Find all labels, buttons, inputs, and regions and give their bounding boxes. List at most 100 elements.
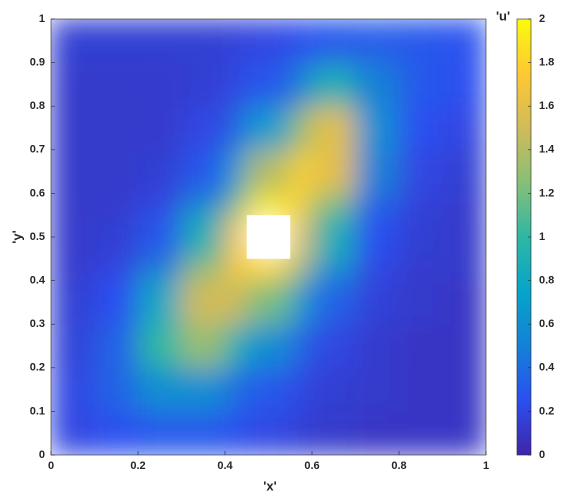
heat-cell — [355, 258, 400, 282]
heat-cell — [224, 410, 248, 455]
heat-cell — [355, 214, 400, 260]
heat-cell — [94, 410, 139, 455]
heat-cell — [224, 280, 248, 325]
y-tick-label: 1 — [39, 13, 45, 25]
heat-cell — [289, 105, 313, 151]
heat-cell — [137, 410, 182, 455]
heat-cell — [311, 280, 356, 325]
y-tick-label: 0.3 — [30, 318, 45, 330]
heat-cell — [137, 149, 182, 194]
y-tick-label: 0.9 — [30, 57, 45, 69]
colorbar-tick-label: 1.6 — [539, 100, 554, 112]
y-tick-label: 0.5 — [30, 231, 45, 243]
heat-cell — [311, 258, 356, 282]
heat-cell — [355, 410, 400, 455]
colorbar-tick-label: 0 — [539, 449, 545, 461]
heat-cell — [94, 280, 139, 325]
heat-cell — [224, 19, 248, 64]
heat-cell — [289, 367, 313, 412]
heat-cell — [311, 192, 356, 216]
no-data-cell — [246, 215, 291, 259]
x-tick-label: 0.4 — [217, 460, 233, 472]
heat-cell — [355, 367, 400, 412]
heat-cell — [51, 214, 95, 260]
heat-cell — [246, 410, 291, 455]
heat-cell — [181, 214, 226, 260]
heat-cell — [181, 149, 226, 194]
heat-cell — [51, 280, 95, 325]
heat-cell — [51, 105, 95, 151]
heat-cell — [355, 280, 400, 325]
x-tick-label: 1 — [483, 460, 489, 472]
heat-cell — [224, 258, 248, 282]
heat-cell — [51, 192, 95, 216]
heat-cell — [246, 367, 291, 412]
y-tick-label: 0.6 — [30, 187, 45, 199]
heat-cell — [289, 192, 313, 216]
heat-cell — [51, 19, 95, 64]
heat-cell — [246, 62, 291, 107]
heat-cell — [311, 410, 356, 455]
heat-cell — [94, 105, 139, 151]
heatmap — [51, 19, 486, 455]
heat-cell — [94, 367, 139, 412]
heat-cell — [246, 323, 291, 369]
heat-cell — [289, 323, 313, 369]
heat-cell — [51, 410, 95, 455]
y-axis-label: 'y' — [9, 230, 24, 243]
heat-cell — [181, 410, 226, 455]
heat-cell — [224, 149, 248, 194]
heat-cell — [442, 410, 486, 455]
heat-cell — [398, 149, 443, 194]
x-tick-label: 0 — [48, 460, 54, 472]
heat-cell — [246, 19, 291, 64]
heat-cell — [289, 149, 313, 194]
heat-cell — [51, 149, 95, 194]
heat-cell — [137, 214, 182, 260]
heat-cell — [181, 192, 226, 216]
heat-cell — [442, 258, 486, 282]
heat-cell — [246, 192, 291, 216]
plot-area — [51, 19, 486, 455]
heat-cell — [224, 62, 248, 107]
heat-cell — [398, 258, 443, 282]
x-axis-label: 'x' — [263, 478, 276, 493]
heat-cell — [289, 258, 313, 282]
heat-cell — [355, 105, 400, 151]
colorbar-label: 'u' — [496, 8, 510, 23]
heat-cell — [398, 280, 443, 325]
colorbar-tick-label: 1.8 — [539, 57, 554, 69]
heat-cell — [137, 192, 182, 216]
colorbar-tick-label: 0.4 — [539, 362, 555, 374]
y-tick-label: 0.2 — [30, 362, 45, 374]
heat-cell — [355, 62, 400, 107]
heat-cell — [137, 62, 182, 107]
heat-cell — [311, 19, 356, 64]
heat-cell — [355, 19, 400, 64]
colorbar-tick-label: 0.6 — [539, 318, 554, 330]
heat-cell — [442, 105, 486, 151]
heat-cell — [289, 62, 313, 107]
heat-cell — [51, 367, 95, 412]
heat-cell — [289, 19, 313, 64]
y-tick-label: 0.4 — [30, 275, 46, 287]
heat-cell — [94, 149, 139, 194]
heat-cell — [181, 323, 226, 369]
heat-cell — [442, 367, 486, 412]
heat-cell — [355, 149, 400, 194]
heat-cell — [246, 149, 291, 194]
heat-cell — [311, 323, 356, 369]
heat-cell — [311, 105, 356, 151]
heat-cell — [224, 367, 248, 412]
heat-cell — [289, 410, 313, 455]
colorbar-tick-label: 1 — [539, 231, 545, 243]
heat-cell — [246, 280, 291, 325]
heat-cell — [137, 323, 182, 369]
heat-cell — [398, 62, 443, 107]
heat-cell — [51, 258, 95, 282]
heat-cell — [94, 323, 139, 369]
heat-cell — [442, 323, 486, 369]
heat-cell — [311, 367, 356, 412]
heat-cell — [442, 149, 486, 194]
